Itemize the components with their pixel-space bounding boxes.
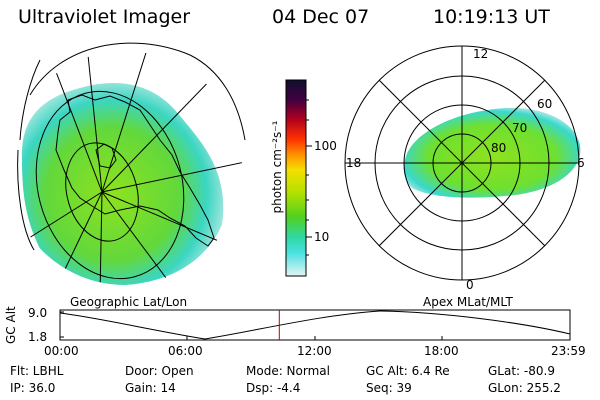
altitude-curve <box>59 310 571 340</box>
mlt-label-0: 0 <box>466 278 474 292</box>
timeline-xtick-0: 00:00 <box>44 344 79 358</box>
polar-plot <box>344 45 581 281</box>
status-filter: Flt: LBHL <box>10 364 64 378</box>
status-gain: Gain: 14 <box>125 381 176 395</box>
coastline <box>55 94 215 247</box>
colorbar <box>285 79 312 277</box>
colorbar-unit: photon cm⁻²s⁻¹ <box>270 120 284 214</box>
orbit-timeline <box>59 309 571 341</box>
time-label: 10:19:13 UT <box>433 6 550 28</box>
instrument-title: Ultraviolet Imager <box>18 6 191 28</box>
status-ip: IP: 36.0 <box>10 381 56 395</box>
timeline-xtick-4: 23:59 <box>551 344 586 358</box>
mlt-label-18: 18 <box>346 156 362 170</box>
mlt-label-12: 12 <box>473 47 489 61</box>
left-panel-label: Geographic Lat/Lon <box>70 295 188 309</box>
colorbar-tick-10: 10 <box>314 230 330 244</box>
timeline-xtick-2: 12:00 <box>297 344 332 358</box>
status-door: Door: Open <box>125 364 194 378</box>
date-label: 04 Dec 07 <box>272 6 370 28</box>
colorbar-tick-100: 100 <box>314 139 337 153</box>
timeline-ylabel: GC Alt <box>4 306 18 344</box>
timeline-ytick-max: 9.0 <box>28 306 48 320</box>
aurora-emission-geo <box>21 83 224 285</box>
status-gc-alt: GC Alt: 6.4 Re <box>366 364 450 378</box>
lat-label-80: 80 <box>491 141 507 155</box>
lat-label-60: 60 <box>537 97 553 111</box>
mlt-label-6: 6 <box>577 156 585 170</box>
right-panel-label: Apex MLat/MLT <box>423 295 513 309</box>
geographic-map <box>9 42 246 285</box>
timeline-ytick-min: 1.8 <box>28 330 48 344</box>
lat-label-70: 70 <box>512 121 528 135</box>
status-glon: GLon: 255.2 <box>488 381 561 395</box>
status-seq: Seq: 39 <box>366 381 412 395</box>
timeline-xtick-1: 06:00 <box>168 344 203 358</box>
status-dsp: Dsp: -4.4 <box>246 381 301 395</box>
status-mode: Mode: Normal <box>246 364 330 378</box>
aurora-emission-polar <box>403 107 581 198</box>
timeline-xtick-3: 18:00 <box>424 344 459 358</box>
status-glat: GLat: -80.9 <box>488 364 555 378</box>
